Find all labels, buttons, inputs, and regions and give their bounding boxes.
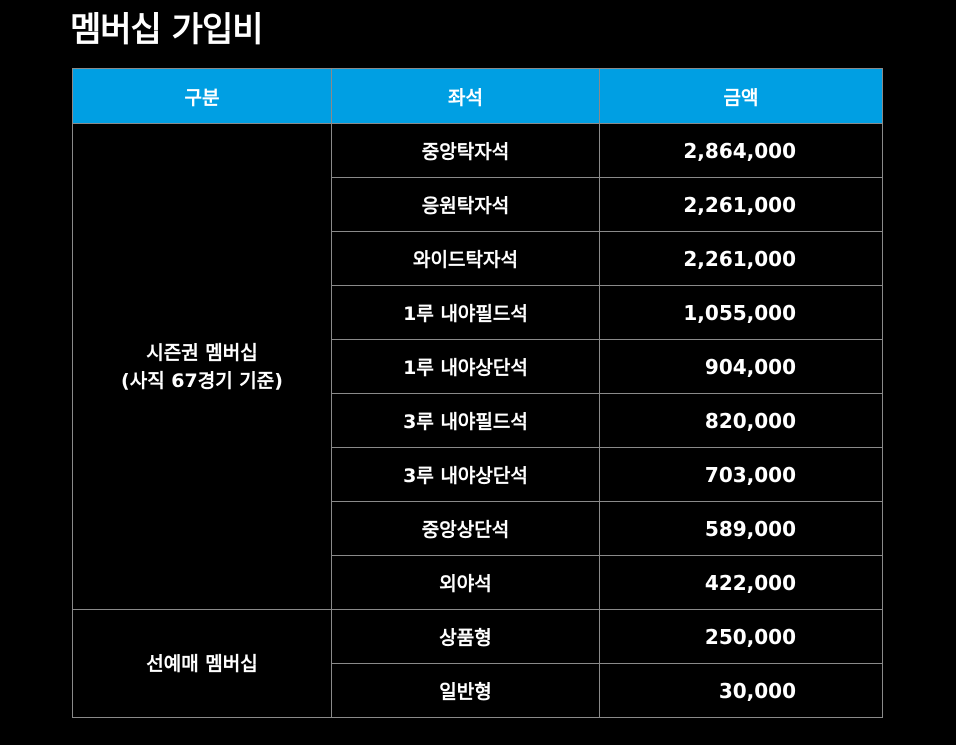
table-row: 중앙상단석 589,000	[73, 501, 883, 556]
seat-price: 703,000	[599, 447, 883, 502]
header-seat: 좌석	[331, 68, 600, 124]
table-row: 일반형 30,000	[73, 663, 883, 718]
seat-price: 904,000	[599, 339, 883, 394]
seat-name: 외야석	[331, 555, 600, 610]
table-row: 선예매 멤버십 상품형 250,000	[72, 609, 883, 718]
seat-price: 820,000	[599, 393, 883, 448]
seat-name: 3루 내야필드석	[331, 393, 600, 448]
table-row: 3루 내야상단석 703,000	[73, 447, 883, 502]
category-sublabel: (사직 67경기 기준)	[121, 369, 283, 392]
seat-name: 1루 내야필드석	[331, 285, 600, 340]
header-price: 금액	[599, 68, 883, 124]
seat-name: 1루 내야상단석	[331, 339, 600, 394]
header-category: 구분	[72, 68, 332, 124]
table-row: 외야석 422,000	[73, 555, 883, 610]
seat-name: 중앙상단석	[331, 501, 600, 556]
seat-price: 1,055,000	[599, 285, 883, 340]
table-row: 와이드탁자석 2,261,000	[73, 231, 883, 286]
category-label: 선예매 멤버십	[146, 652, 258, 675]
membership-fee-table: 구분 좌석 금액 시즌권 멤버십 (사직 67경기 기준) 중앙탁자석 2,86…	[72, 68, 883, 718]
category-season-membership: 시즌권 멤버십 (사직 67경기 기준)	[72, 123, 332, 610]
table-row: 응원탁자석 2,261,000	[73, 177, 883, 232]
seat-price: 589,000	[599, 501, 883, 556]
table-header-row: 구분 좌석 금액	[72, 68, 883, 124]
category-label: 시즌권 멤버십	[146, 341, 258, 364]
seat-name: 상품형	[331, 609, 600, 664]
seat-price: 2,261,000	[599, 231, 883, 286]
seat-price: 2,261,000	[599, 177, 883, 232]
seat-name: 중앙탁자석	[331, 123, 600, 178]
seat-price: 2,864,000	[599, 123, 883, 178]
category-presale-membership: 선예매 멤버십	[72, 609, 332, 718]
seat-name: 일반형	[331, 663, 600, 718]
seat-name: 3루 내야상단석	[331, 447, 600, 502]
seat-name: 응원탁자석	[331, 177, 600, 232]
seat-price: 30,000	[599, 663, 883, 718]
seat-name: 와이드탁자석	[331, 231, 600, 286]
table-row: 시즌권 멤버십 (사직 67경기 기준) 중앙탁자석 2,864,000	[72, 123, 883, 610]
seat-price: 422,000	[599, 555, 883, 610]
page-title: 멤버십 가입비	[70, 10, 264, 50]
table-row: 1루 내야필드석 1,055,000	[73, 285, 883, 340]
seat-price: 250,000	[599, 609, 883, 664]
